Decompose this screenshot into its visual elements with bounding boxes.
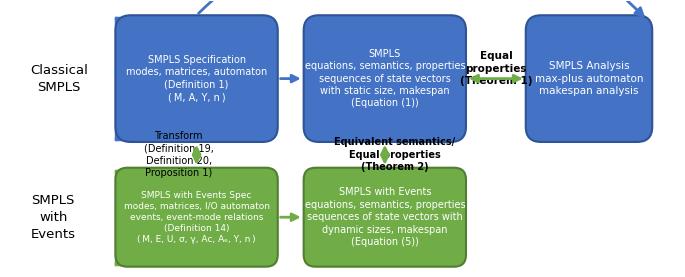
Text: Classical
SMPLS: Classical SMPLS xyxy=(30,64,88,94)
Text: Transform
(Definition 19,
Definition 20,
Proposition 1): Transform (Definition 19, Definition 20,… xyxy=(144,131,214,178)
FancyBboxPatch shape xyxy=(116,15,277,142)
Text: SMPLS with Events
equations, semantics, properties
sequences of state vectors wi: SMPLS with Events equations, semantics, … xyxy=(305,188,465,247)
FancyArrowPatch shape xyxy=(199,0,643,16)
Text: SMPLS with Events Spec
modes, matrices, I/O automaton
events, event-mode relatio: SMPLS with Events Spec modes, matrices, … xyxy=(123,191,270,244)
Text: SMPLS Analysis
max-plus automaton
makespan analysis: SMPLS Analysis max-plus automaton makesp… xyxy=(535,61,643,96)
Text: Equal
properties
(Theorem 1): Equal properties (Theorem 1) xyxy=(460,51,532,86)
FancyBboxPatch shape xyxy=(303,168,466,267)
Text: SMPLS Specification
modes, matrices, automaton
(Definition 1)
( M, A, Y, n ): SMPLS Specification modes, matrices, aut… xyxy=(126,55,267,102)
FancyBboxPatch shape xyxy=(526,15,652,142)
Text: SMPLS
equations, semantics, properties
sequences of state vectors
with static si: SMPLS equations, semantics, properties s… xyxy=(305,49,465,108)
Text: SMPLS
with
Events: SMPLS with Events xyxy=(31,194,75,241)
Text: Equivalent semantics/
Equal properties
(Theorem 2): Equivalent semantics/ Equal properties (… xyxy=(334,137,456,172)
FancyBboxPatch shape xyxy=(303,15,466,142)
FancyBboxPatch shape xyxy=(116,168,277,267)
